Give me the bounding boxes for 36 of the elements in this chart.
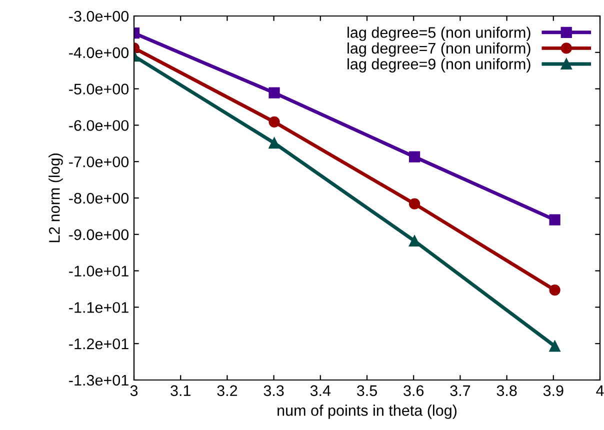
point — [549, 340, 560, 352]
point — [549, 284, 560, 296]
y-tick-label: -1.0e+01 — [69, 266, 128, 276]
y-tick-label: -1.3e+01 — [69, 374, 128, 386]
y-tick-label: -1.1e+01 — [69, 302, 128, 313]
y-tick-label: -3.0e+00 — [69, 10, 129, 22]
x-tick-label: 3.6 — [404, 385, 424, 396]
x-tick-label: 3.9 — [543, 385, 564, 396]
x-tick-label: 3.5 — [356, 385, 377, 396]
x-tick-label: 3 — [130, 385, 138, 396]
y-tick-label: -1.2e+01 — [69, 338, 128, 350]
point — [268, 116, 280, 128]
legend-label: lag degree=5 (non uniform) — [348, 26, 530, 41]
y-tick-label: -9.0e+00 — [69, 229, 129, 240]
y-tick-label: -6.0e+00 — [69, 120, 129, 131]
point — [408, 151, 420, 162]
point — [408, 235, 420, 247]
x-tick-label: 3.3 — [264, 385, 284, 396]
point — [268, 87, 280, 98]
x-tick-label: 3.2 — [217, 385, 238, 396]
x-tick-label: 3.1 — [170, 385, 190, 396]
x-tick-label: 4 — [596, 385, 604, 396]
y-tick-label: -7.0e+00 — [69, 156, 129, 168]
point — [268, 137, 280, 149]
y-tick-label: -8.0e+00 — [69, 192, 129, 204]
legend-label: lag degree=9 (non uniform) — [348, 58, 530, 72]
x-axis-title: num of points in theta (log) — [278, 404, 456, 419]
point — [549, 214, 560, 226]
x-tick-label: 3.7 — [450, 385, 470, 396]
x-tick-label: 3.4 — [310, 385, 331, 396]
y-tick-label: -4.0e+00 — [69, 47, 129, 58]
x-tick-label: 3.8 — [496, 385, 517, 396]
point — [408, 198, 420, 210]
y-axis-title: L2 norm (log) — [48, 154, 63, 242]
y-tick-label: -5.0e+00 — [69, 84, 129, 94]
legend-label: lag degree=7 (non uniform) — [348, 42, 530, 57]
